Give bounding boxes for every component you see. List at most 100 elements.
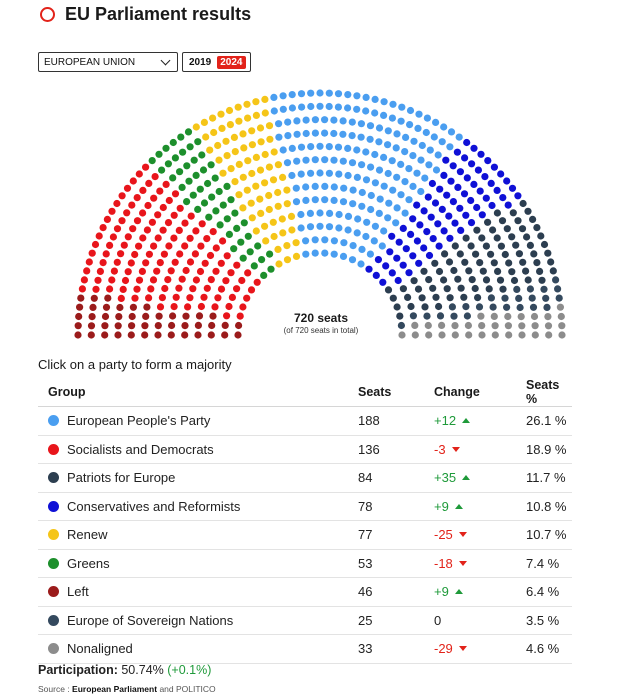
- seat-dot: [109, 233, 117, 241]
- seat-dot: [537, 232, 545, 240]
- seat-dot: [417, 187, 425, 196]
- seat-dot: [297, 170, 305, 178]
- table-row[interactable]: Socialists and Democrats 136 -3 18.9 %: [38, 435, 572, 464]
- seat-dot: [233, 261, 241, 269]
- table-row[interactable]: Europe of Sovereign Nations 25 0 3.5 %: [38, 606, 572, 635]
- table-row[interactable]: European People's Party 188 +12 26.1 %: [38, 406, 572, 436]
- seat-dot: [178, 183, 186, 191]
- seat-dot: [465, 267, 473, 275]
- seat-dot: [514, 217, 522, 225]
- group-cell: Patriots for Europe: [38, 463, 358, 493]
- seat-dot: [531, 322, 539, 330]
- seat-dot: [463, 138, 471, 147]
- participation-label: Participation:: [38, 663, 118, 677]
- group-cell: Conservatives and Reformists: [38, 492, 358, 521]
- seat-dot: [181, 219, 189, 227]
- seat-dot: [330, 116, 338, 124]
- seat-dot: [456, 168, 464, 176]
- seat-dot: [270, 232, 278, 241]
- seat-dot: [189, 191, 197, 199]
- seat-dot: [365, 265, 373, 273]
- seat-dot: [547, 258, 555, 266]
- seat-dot: [540, 285, 548, 293]
- seat-dot: [133, 217, 142, 225]
- seat-dot: [216, 221, 224, 229]
- seat-dot: [440, 276, 448, 284]
- seat-dot: [445, 258, 454, 266]
- seat-dot: [279, 105, 287, 113]
- seat-dot: [490, 259, 498, 267]
- seats-pct-cell: 18.9 %: [526, 435, 572, 464]
- region-select[interactable]: EUROPEAN UNION: [38, 52, 178, 72]
- seat-dot: [209, 228, 217, 236]
- year-option-2024[interactable]: 2024: [217, 55, 246, 69]
- seat-dot: [375, 124, 384, 132]
- seat-dot: [489, 303, 497, 311]
- seat-dot: [414, 285, 423, 293]
- seat-dot: [231, 148, 239, 156]
- seat-dot: [278, 215, 286, 223]
- seat-dot: [235, 191, 243, 199]
- seat-dot: [240, 144, 248, 152]
- table-row[interactable]: Conservatives and Reformists 78 +9 10.8 %: [38, 492, 572, 521]
- seats-cell: 25: [358, 606, 434, 635]
- seat-dot: [473, 226, 481, 234]
- seat-dot: [344, 91, 352, 99]
- seat-dot: [467, 196, 475, 205]
- seat-dot: [117, 294, 125, 302]
- year-option-2019[interactable]: 2019: [189, 56, 212, 68]
- seat-dot: [440, 123, 448, 131]
- seat-dot: [432, 293, 440, 301]
- seat-dot: [443, 191, 451, 199]
- seat-dot: [88, 313, 96, 321]
- party-color-dot: [48, 472, 59, 484]
- seat-dot: [167, 267, 175, 275]
- seat-dot: [438, 321, 446, 329]
- seat-dot: [196, 267, 205, 276]
- seat-dot: [482, 276, 491, 284]
- seat-dot: [457, 284, 465, 292]
- seat-dot: [430, 133, 438, 141]
- seat-dot: [302, 183, 310, 191]
- seat-dot: [231, 209, 239, 217]
- seat-dot: [307, 143, 315, 151]
- seat-dot: [141, 322, 149, 330]
- seat-dot: [451, 331, 459, 339]
- seat-dot: [504, 201, 512, 209]
- table-row[interactable]: Greens 53 -18 7.4 %: [38, 549, 572, 578]
- seat-dot: [120, 241, 128, 249]
- seat-dot: [544, 313, 552, 321]
- seat-dot: [488, 201, 496, 210]
- seat-dot: [482, 194, 490, 202]
- table-row[interactable]: Patriots for Europe 84 +35 11.7 %: [38, 463, 572, 493]
- party-name: Nonaligned: [67, 641, 133, 657]
- seats-pct-cell: 10.8 %: [526, 492, 572, 521]
- group-cell: Europe of Sovereign Nations: [38, 606, 358, 635]
- seat-dot: [165, 242, 173, 250]
- seat-dot: [234, 103, 242, 111]
- table-row[interactable]: Left 46 +9 6.4 %: [38, 577, 572, 607]
- seat-dot: [513, 285, 521, 293]
- seat-dot: [348, 256, 357, 264]
- seat-dot: [150, 242, 158, 250]
- seat-dot: [292, 198, 301, 206]
- seat-dot: [243, 294, 251, 302]
- header-group: Group: [38, 378, 358, 407]
- seat-dot: [349, 200, 357, 208]
- change-value: -25: [434, 527, 453, 543]
- table-row[interactable]: Nonaligned 33 -29 4.6 %: [38, 634, 572, 664]
- table-row[interactable]: Renew 77 -25 10.7 %: [38, 520, 572, 550]
- seat-dot: [380, 182, 388, 190]
- seat-dot: [267, 265, 275, 273]
- change-value: 0: [434, 612, 442, 628]
- seat-dot: [293, 130, 301, 138]
- seat-dot: [446, 143, 454, 151]
- seat-dot: [199, 166, 208, 174]
- seat-dot: [371, 95, 379, 103]
- seat-dot: [410, 137, 418, 145]
- seat-dot: [244, 114, 252, 122]
- seat-dot: [508, 233, 516, 241]
- seat-dot: [316, 222, 324, 230]
- seat-dot: [252, 98, 260, 106]
- arrow-down-icon: [458, 560, 467, 566]
